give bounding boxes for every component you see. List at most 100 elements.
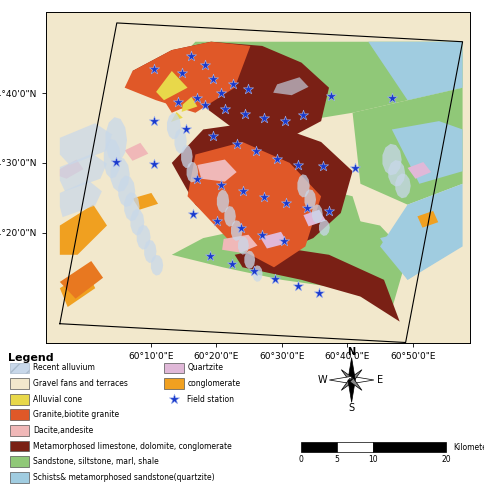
- Text: 10: 10: [368, 455, 378, 464]
- Text: W: W: [318, 375, 327, 385]
- Text: Metamorphosed limestone, dolomite, conglomerate: Metamorphosed limestone, dolomite, congl…: [33, 442, 231, 450]
- Point: [217, 180, 225, 188]
- Polygon shape: [104, 139, 121, 178]
- Polygon shape: [174, 129, 186, 154]
- Point: [182, 126, 189, 134]
- Point: [293, 282, 301, 290]
- Point: [303, 204, 311, 212]
- Point: [239, 188, 247, 196]
- Point: [201, 60, 209, 68]
- Text: Granite,biotite granite: Granite,biotite granite: [33, 410, 119, 420]
- Text: 0: 0: [298, 455, 302, 464]
- Polygon shape: [230, 220, 242, 241]
- Polygon shape: [166, 113, 181, 140]
- Text: Sandstone, siltstone, marl, shale: Sandstone, siltstone, marl, shale: [33, 457, 158, 466]
- Polygon shape: [388, 160, 405, 186]
- Point: [201, 101, 209, 109]
- Polygon shape: [187, 142, 320, 268]
- Point: [228, 80, 236, 88]
- Bar: [373, 442, 445, 452]
- Point: [272, 154, 280, 162]
- Polygon shape: [260, 232, 287, 248]
- Polygon shape: [60, 180, 102, 217]
- Text: conglomerate: conglomerate: [187, 379, 240, 388]
- Bar: [10, 378, 30, 389]
- Point: [293, 161, 301, 169]
- Point: [315, 289, 322, 297]
- Polygon shape: [124, 192, 139, 221]
- Text: Gravel fans and terraces: Gravel fans and terraces: [33, 379, 128, 388]
- Bar: [10, 425, 30, 436]
- Polygon shape: [60, 261, 103, 298]
- Point: [217, 88, 225, 96]
- Polygon shape: [132, 42, 328, 142]
- Polygon shape: [318, 220, 329, 236]
- Text: Legend: Legend: [8, 353, 54, 363]
- Polygon shape: [406, 74, 429, 91]
- Point: [324, 207, 332, 215]
- Polygon shape: [171, 213, 407, 309]
- Point: [249, 268, 257, 276]
- Polygon shape: [407, 162, 430, 179]
- Polygon shape: [181, 145, 192, 168]
- Point: [193, 94, 201, 102]
- Polygon shape: [304, 190, 316, 210]
- Text: Recent alluvium: Recent alluvium: [33, 364, 95, 372]
- Text: Dacite,andesite: Dacite,andesite: [33, 426, 93, 435]
- Text: Quartzite: Quartzite: [187, 364, 223, 372]
- Point: [150, 117, 158, 125]
- Point: [232, 140, 240, 148]
- Polygon shape: [60, 160, 83, 179]
- Text: 5: 5: [334, 455, 339, 464]
- Polygon shape: [216, 190, 229, 213]
- Polygon shape: [60, 123, 112, 165]
- Point: [236, 224, 244, 232]
- Polygon shape: [171, 112, 182, 122]
- Polygon shape: [382, 144, 401, 175]
- Point: [189, 210, 197, 218]
- Polygon shape: [244, 250, 255, 269]
- Bar: [10, 440, 30, 452]
- Point: [193, 175, 201, 183]
- Bar: [10, 362, 30, 373]
- Text: Schists& metamorphosed sandstone(quartzite): Schists& metamorphosed sandstone(quartzi…: [33, 473, 214, 482]
- Polygon shape: [379, 184, 462, 280]
- Point: [212, 216, 220, 224]
- Polygon shape: [351, 376, 373, 384]
- Polygon shape: [60, 23, 462, 342]
- Polygon shape: [341, 370, 353, 382]
- Polygon shape: [367, 42, 462, 100]
- Polygon shape: [352, 88, 462, 204]
- Polygon shape: [136, 225, 151, 250]
- Polygon shape: [156, 71, 211, 113]
- Text: E: E: [377, 375, 383, 385]
- Point: [260, 193, 268, 201]
- Point: [279, 238, 287, 246]
- Point: [150, 160, 158, 168]
- Polygon shape: [60, 154, 107, 192]
- Point: [260, 114, 268, 122]
- Point: [209, 132, 216, 140]
- Bar: [10, 456, 30, 467]
- Polygon shape: [60, 204, 107, 255]
- Polygon shape: [347, 380, 355, 402]
- Polygon shape: [211, 184, 367, 246]
- Point: [271, 275, 278, 283]
- Bar: [300, 442, 336, 452]
- Point: [281, 198, 289, 206]
- Polygon shape: [347, 358, 355, 380]
- Point: [150, 65, 158, 73]
- Point: [240, 110, 248, 118]
- Point: [227, 260, 235, 268]
- Polygon shape: [124, 143, 148, 161]
- Polygon shape: [417, 211, 438, 228]
- Polygon shape: [132, 193, 158, 210]
- Point: [350, 164, 358, 172]
- Point: [173, 98, 181, 106]
- Polygon shape: [341, 378, 353, 390]
- Polygon shape: [130, 209, 144, 236]
- Bar: [336, 442, 373, 452]
- Polygon shape: [224, 206, 235, 227]
- Polygon shape: [182, 97, 197, 112]
- Bar: [164, 378, 183, 389]
